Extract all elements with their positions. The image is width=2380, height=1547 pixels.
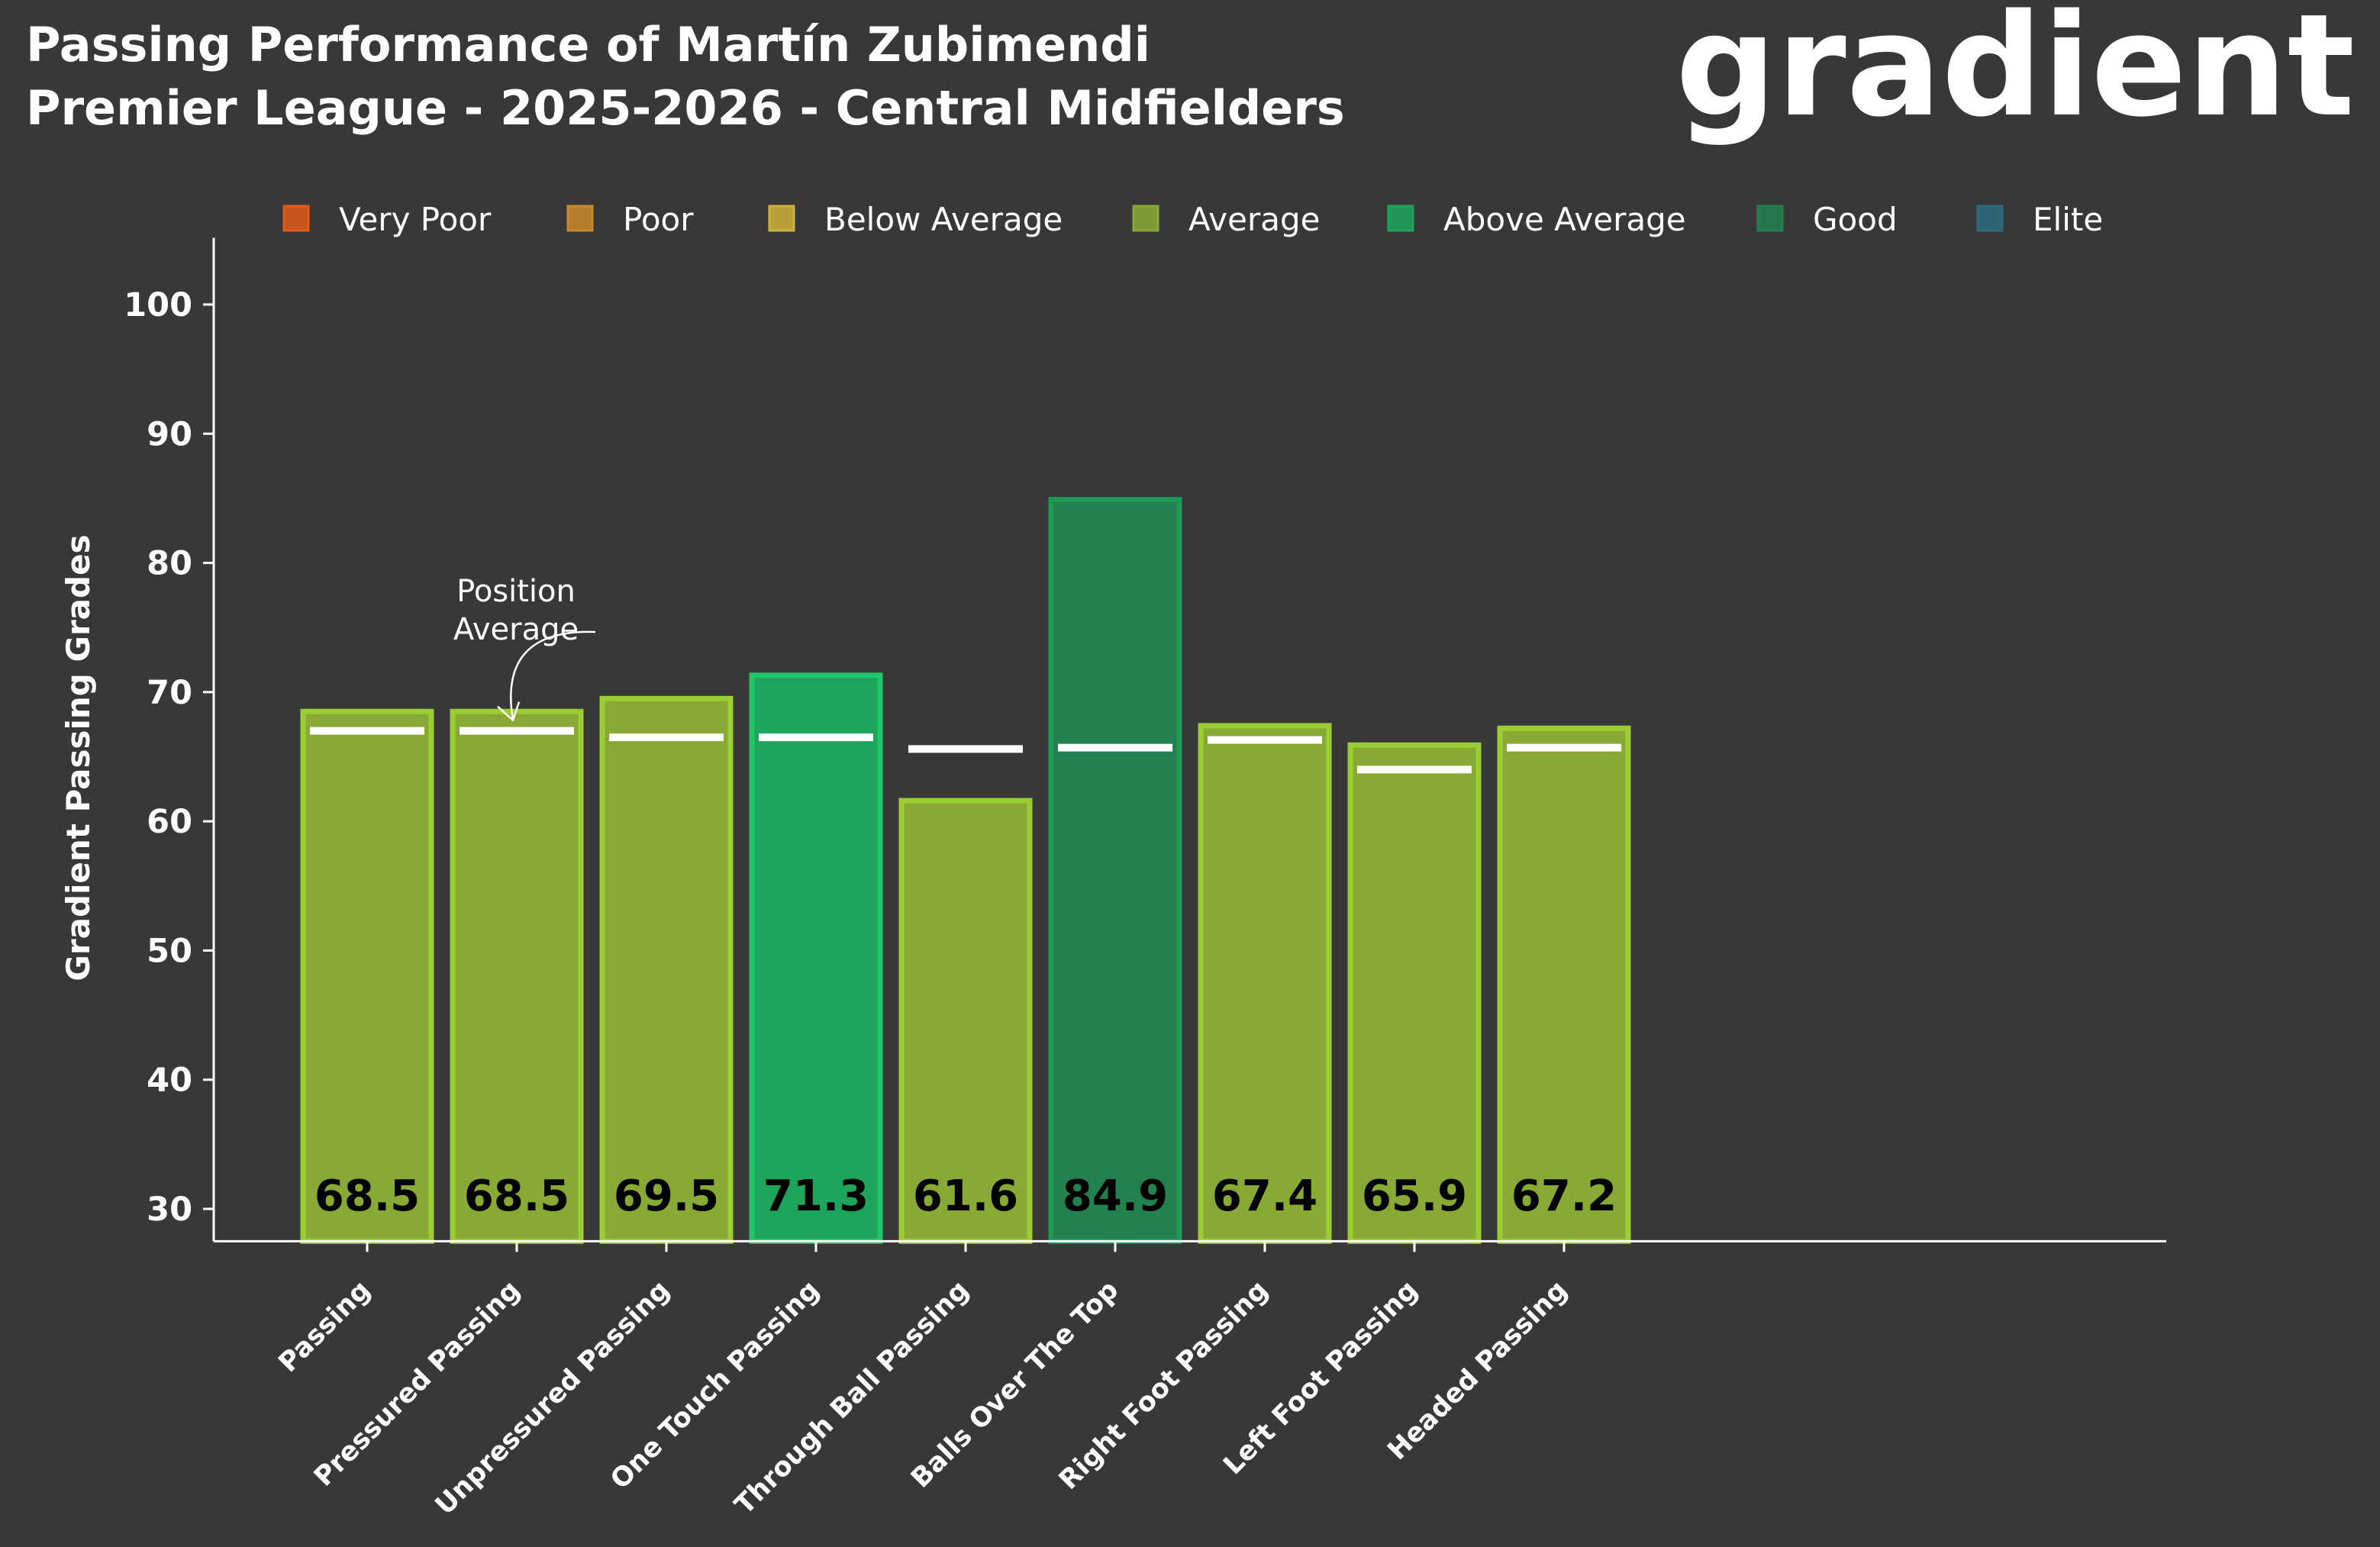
bar: [1198, 723, 1332, 1244]
value-label: 84.9: [1063, 1172, 1168, 1221]
bar: [450, 708, 584, 1244]
legend-swatch: [1756, 205, 1784, 232]
legend-swatch: [768, 205, 795, 232]
legend-swatch: [1976, 205, 2004, 232]
y-axis: 30 40 50 60 70 80 90 100: [124, 286, 214, 1229]
bars: [300, 497, 1631, 1244]
position-average-annotation: Position Average: [453, 574, 596, 722]
annotation-arrow: [510, 630, 596, 720]
bar: [898, 798, 1033, 1244]
y-tick-label: 50: [147, 932, 192, 970]
bar: [300, 708, 434, 1244]
bar: [1048, 497, 1182, 1244]
y-tick-label: 40: [147, 1062, 192, 1100]
legend-label: Below Average: [824, 201, 1063, 238]
value-label: 67.2: [1511, 1172, 1617, 1221]
legend-swatch: [282, 205, 310, 232]
legend-label: Poor: [623, 201, 694, 238]
legend-swatch: [1387, 205, 1414, 232]
value-label: 71.3: [763, 1172, 869, 1221]
y-tick-label: 70: [147, 674, 192, 712]
annotation-line2: Average: [453, 612, 579, 647]
legend-label: Good: [1813, 201, 1898, 238]
value-labels: 68.5 68.5 69.5 71.3 61.6 84.9 67.4 65.9 67.2: [314, 1172, 1617, 1221]
y-tick-label: 100: [124, 286, 192, 324]
legend-label: Elite: [2033, 201, 2103, 238]
value-label: 68.5: [314, 1172, 420, 1221]
legend-swatch: [1132, 205, 1159, 232]
position-average-lines: [310, 727, 1621, 774]
legend-swatch: [566, 205, 594, 232]
bar: [1347, 742, 1482, 1244]
value-label: 67.4: [1212, 1172, 1317, 1221]
y-axis-label: Gradient Passing Grades: [60, 534, 97, 981]
brand-logo: gradient: [1675, 0, 2355, 148]
annotation-line1: Position: [456, 574, 576, 609]
annotation-arrowhead: [497, 701, 521, 722]
bar: [749, 672, 883, 1244]
chart-subtitle: Premier League - 2025-2026 - Central Mid…: [26, 80, 1345, 136]
x-tick-label: Passing: [273, 1275, 377, 1378]
chart-title: Passing Performance of Martín Zubimendi: [26, 17, 1150, 73]
bar: [1497, 725, 1631, 1244]
value-label: 69.5: [614, 1172, 719, 1221]
legend-label: Average: [1188, 201, 1320, 238]
value-label: 61.6: [913, 1172, 1018, 1221]
value-label: 68.5: [464, 1172, 569, 1221]
x-tick-label: Unpressured Passing: [430, 1275, 676, 1521]
y-tick-label: 80: [147, 545, 192, 583]
legend-label: Very Poor: [339, 201, 492, 238]
legend: Very Poor Poor Below Average Average Above A…: [282, 201, 2103, 238]
value-label: 65.9: [1362, 1172, 1467, 1221]
y-tick-label: 90: [147, 415, 192, 453]
y-tick-label: 30: [147, 1191, 192, 1229]
y-tick-label: 60: [147, 803, 192, 841]
legend-label: Above Average: [1443, 201, 1686, 238]
bar: [599, 695, 734, 1244]
